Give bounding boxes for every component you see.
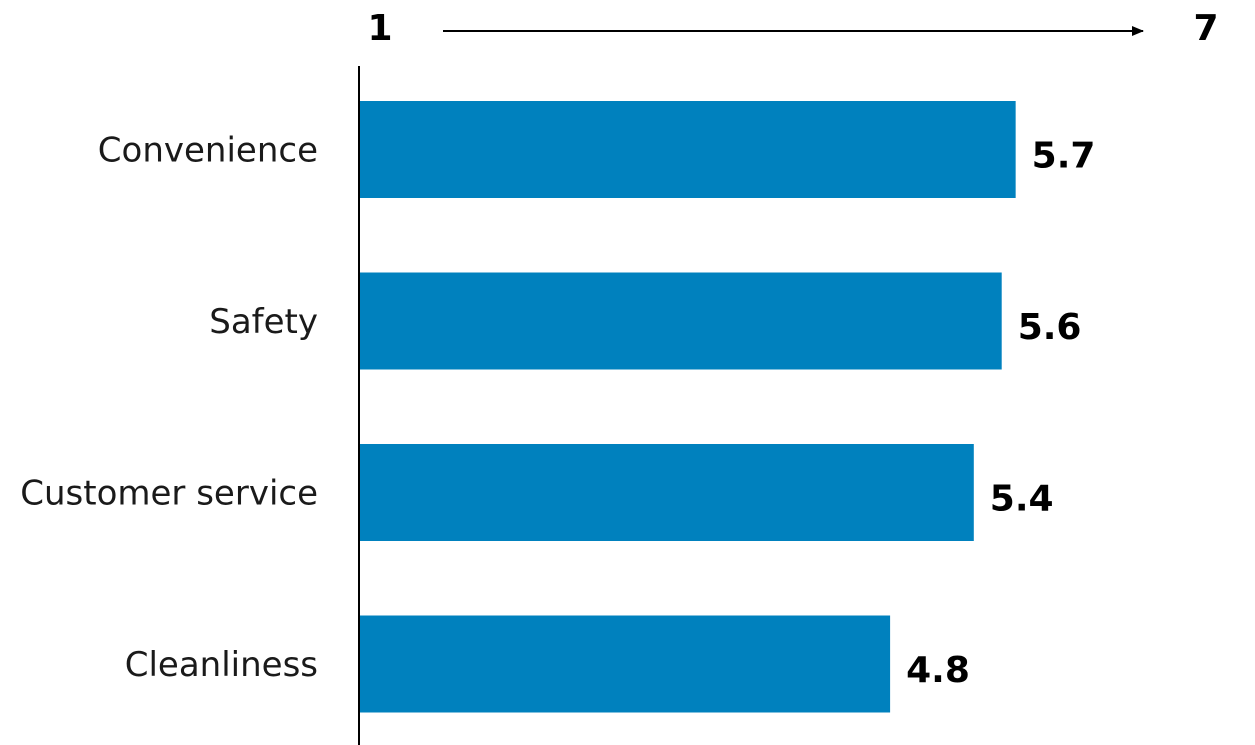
value-label: 4.8 (906, 650, 970, 691)
bar-safety (360, 272, 1002, 370)
bar-customer-service (360, 444, 974, 541)
category-label: Safety (209, 302, 318, 342)
value-label: 5.4 (990, 479, 1054, 520)
bars-group: Convenience 5.7 Safety 5.6 Customer service 5… (20, 101, 1095, 713)
category-label: Customer service (20, 474, 318, 514)
value-label: 5.6 (1018, 307, 1082, 348)
category-label: Cleanliness (125, 645, 318, 685)
value-label: 5.7 (1032, 136, 1096, 177)
bar-cleanliness (360, 615, 891, 713)
scale-max-label: 7 (1193, 8, 1218, 49)
category-label: Convenience (98, 131, 318, 171)
bar-convenience (360, 101, 1016, 198)
scale-min-label: 1 (367, 8, 392, 49)
